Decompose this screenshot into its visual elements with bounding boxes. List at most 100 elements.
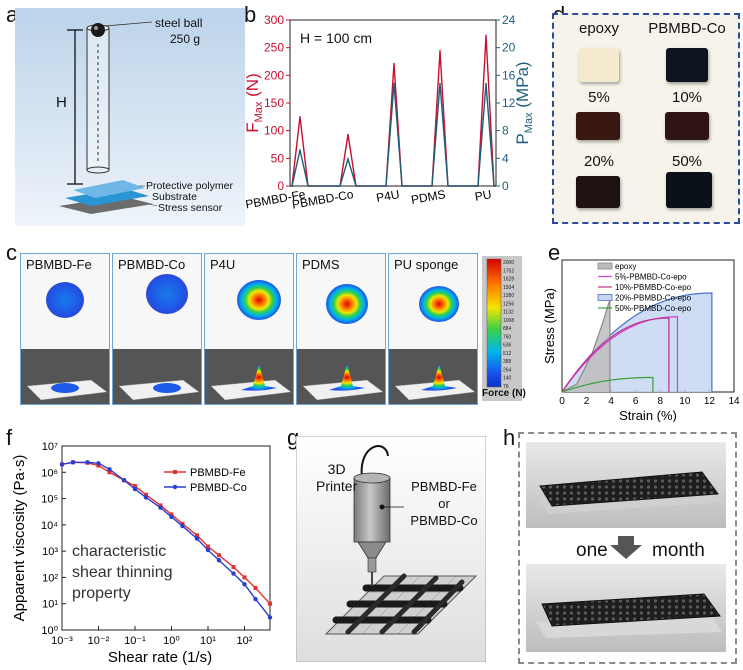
chart-f-y-axis-label: Apparent viscosity (Pa·s) xyxy=(11,455,28,622)
steel-ball xyxy=(91,23,105,37)
chart-b-peak-point xyxy=(485,34,487,37)
chart-f-point xyxy=(253,585,258,590)
chart-f-y-tick-label: 10⁵ xyxy=(41,494,58,506)
syringe-barrel xyxy=(353,477,391,543)
chart-e-x-tick-label: 2 xyxy=(584,396,590,407)
force-colorbar: 2000 1752 1628 1504 1380 1256 1132 1008 884 760 63… xyxy=(482,256,522,401)
colorbar-tick-label: 1628 xyxy=(503,277,514,283)
chart-f-point xyxy=(59,462,65,467)
chart-f-x-axis-label: Shear rate (1/s) xyxy=(108,649,212,666)
chart-f-point xyxy=(121,477,127,483)
stress-sensor-layer xyxy=(59,196,153,214)
chart-e-curve-0 xyxy=(561,299,611,393)
chart-f-y-tick-label: 10⁷ xyxy=(42,441,58,453)
chart-f-y-tick-label: 10² xyxy=(42,572,58,584)
colorbar-tick-label: 1008 xyxy=(503,318,514,324)
sample-epoxy xyxy=(579,48,619,82)
pressure-blob xyxy=(46,282,84,318)
chart-b-right-tick-label: 12 xyxy=(502,96,516,110)
sample-label-pbmbd-co: PBMBD-Co xyxy=(648,20,726,37)
chart-f-point xyxy=(143,495,149,500)
chart-b-series-line-1 xyxy=(290,83,496,187)
colorbar-tick-label: 1504 xyxy=(503,285,514,291)
sample-20pct xyxy=(576,176,620,208)
colorbar-tick-label: 2000 xyxy=(503,260,514,266)
height-label: H xyxy=(56,94,67,111)
sample-5pct xyxy=(576,112,620,140)
chart-f-x-tick-label: 10⁻² xyxy=(88,635,110,647)
layer-label-protective: Protective polymer xyxy=(146,180,233,192)
pressure-map-tile: PU sponge xyxy=(388,253,478,405)
pressure-map-title: P4U xyxy=(210,257,236,272)
chart-b-category-label: P4U xyxy=(375,187,400,205)
chart-b-left-tick-label: 100 xyxy=(264,124,284,138)
sample-label-50pct: 50% xyxy=(671,153,703,170)
chart-f-y-tick-label: 10¹ xyxy=(42,599,58,611)
chart-b-peak-point xyxy=(299,116,301,118)
chart-f-point xyxy=(216,558,222,563)
sample-10pct xyxy=(665,112,709,140)
chart-f-point xyxy=(143,492,148,497)
chart-e-legend-swatch xyxy=(597,262,613,270)
colorbar-tick-label: 636 xyxy=(503,343,512,349)
chart-b-peak-point xyxy=(393,62,395,65)
chart-e-legend-label: epoxy xyxy=(615,262,636,271)
pressure-map-tile: PDMS xyxy=(296,253,386,405)
pressure-map-tile: P4U xyxy=(204,253,294,405)
chart-f-legend-label: PBMBD-Fe xyxy=(190,467,246,479)
chart-e-legend-label: 10%-PBMBD-Co-epo xyxy=(615,283,692,292)
ink-material-label: PBMBD-Fe or PBMBD-Co xyxy=(410,479,478,528)
pressure-map-title: PBMBD-Fe xyxy=(26,257,92,272)
chart-f-y-tick-label: 10⁴ xyxy=(41,520,58,532)
sample-label-5pct: 5% xyxy=(588,89,610,106)
panel-e-letter: e xyxy=(548,240,561,265)
pressure-map-row: PBMBD-Fe PBMBD-Co P4U PDMS PU sponge xyxy=(20,253,490,405)
chart-f-point xyxy=(132,484,137,489)
chart-b-right-tick-label: 20 xyxy=(502,41,516,55)
pressure-map-title: PU sponge xyxy=(394,257,459,272)
panel-b-letter: b xyxy=(244,2,257,27)
shear-thinning-annotation: characteristic shear thinning property xyxy=(72,543,173,602)
panel-f-letter: f xyxy=(6,425,13,450)
chart-f-point xyxy=(96,463,101,468)
colorbar-tick-label: 1256 xyxy=(503,301,514,307)
chart-f-point xyxy=(158,503,163,508)
chart-e-x-tick-label: 8 xyxy=(658,396,664,407)
sample-pbmbd-co xyxy=(666,48,708,82)
chart-f-y-tick-label: 10⁰ xyxy=(41,625,58,637)
chart-f-point xyxy=(107,467,112,472)
pressure-map-title: PDMS xyxy=(302,257,340,272)
chart-b-category-label: PDMS xyxy=(410,187,447,207)
time-caption-right: month xyxy=(652,540,705,561)
chart-f-point xyxy=(231,571,236,576)
chart-b-peak-point xyxy=(347,133,349,136)
chart-f-point xyxy=(231,564,236,569)
chart-f-point xyxy=(267,615,273,620)
chart-e-x-tick-label: 6 xyxy=(633,396,639,407)
pressure-blob xyxy=(146,274,188,314)
chart-f-point xyxy=(132,486,138,492)
chart-e-legend-label: 5%-PBMBD-Co-epo xyxy=(615,273,687,282)
chart-b-right-tick-label: 0 xyxy=(502,179,509,193)
chart-f-point xyxy=(180,521,185,526)
pressure-peak-3d xyxy=(241,364,277,391)
chart-f-point xyxy=(268,601,272,606)
pressure-peak-3d xyxy=(329,364,365,391)
down-arrow-icon xyxy=(610,536,642,559)
protective-polymer-layer xyxy=(73,180,145,198)
chart-b-left-tick-label: 200 xyxy=(264,68,284,82)
chart-f-point xyxy=(242,582,247,587)
chart-f-point xyxy=(216,553,221,558)
drop-test-schematic xyxy=(15,8,245,226)
chart-e-x-tick-label: 14 xyxy=(728,396,740,407)
chart-b-peak-point xyxy=(485,82,487,85)
chart-f-x-tick-label: 10¹ xyxy=(200,635,216,647)
chart-f-point xyxy=(194,536,200,541)
chart-f-point xyxy=(242,575,247,580)
chart-e-legend-label: 50%-PBMBD-Co-epo xyxy=(615,304,692,313)
pressure-blob xyxy=(237,280,281,320)
chart-b-left-axis-label: FMax (N) xyxy=(244,73,265,133)
chart-f-legend-label: PBMBD-Co xyxy=(190,482,247,494)
chart-e-legend-swatch xyxy=(597,294,613,301)
chart-f-point xyxy=(180,523,185,529)
